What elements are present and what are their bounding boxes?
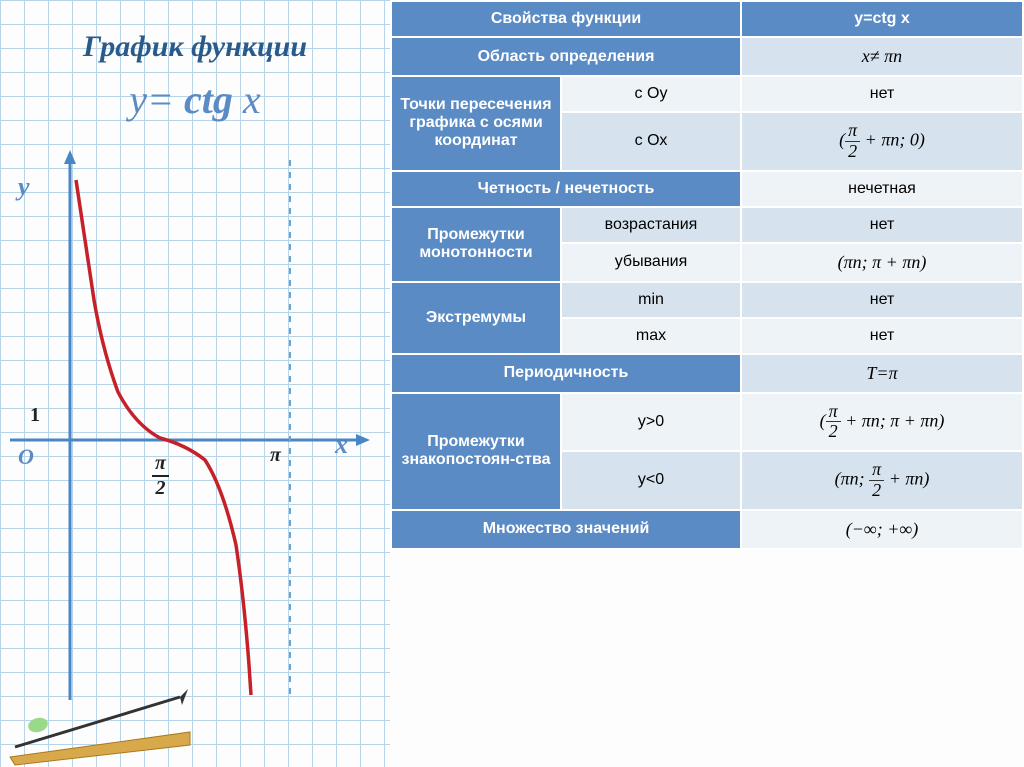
row-ext-h: Экстремумы (391, 282, 561, 354)
row-range-h: Множество значений (391, 510, 741, 549)
y-axis-label: y (18, 172, 30, 202)
row-oy-v: нет (741, 76, 1023, 112)
eq-x: x (243, 77, 261, 122)
tick-one: 1 (30, 404, 40, 427)
graph-equation: y= ctg x (10, 76, 380, 123)
row-sign-neg-v: (πn; π2 + πn) (741, 451, 1023, 510)
origin-label: O (18, 444, 34, 470)
row-domain-v: x≠ πn (741, 37, 1023, 76)
row-sign-neg: y<0 (561, 451, 741, 510)
row-sign-h: Промежутки знакопостоян-ства (391, 393, 561, 510)
row-period-h: Периодичность (391, 354, 741, 393)
row-ext-max-v: нет (741, 318, 1023, 354)
tick-pi-half: π2 (152, 452, 169, 500)
tick-pi: π (270, 444, 281, 467)
row-mono-dec-v: (πn; π + πn) (741, 243, 1023, 282)
row-ox-v: (π2 + πn; 0) (741, 112, 1023, 171)
row-oy-sub: с Оу (561, 76, 741, 112)
row-period-v: T=π (741, 354, 1023, 393)
row-mono-h: Промежутки монотонности (391, 207, 561, 282)
left-panel: График функции y= ctg x y x O 1 π2 π (0, 0, 390, 767)
row-ext-max: max (561, 318, 741, 354)
x-axis-label: x (335, 430, 348, 460)
row-mono-inc-v: нет (741, 207, 1023, 243)
row-mono-inc: возрастания (561, 207, 741, 243)
properties-table: Свойства функции y=ctg x Область определ… (390, 0, 1024, 550)
row-parity-h: Четность / нечетность (391, 171, 741, 207)
row-parity-v: нечетная (741, 171, 1023, 207)
row-sign-pos: y>0 (561, 393, 741, 452)
row-intercepts-h: Точки пересечения графика с осями коорди… (391, 76, 561, 171)
cotangent-graph (0, 140, 390, 700)
th-fn: y=ctg x (741, 1, 1023, 37)
tools-icon (0, 677, 200, 767)
graph-title: График функции (10, 30, 380, 64)
row-mono-dec: убывания (561, 243, 741, 282)
properties-table-panel: Свойства функции y=ctg x Область определ… (390, 0, 1024, 767)
row-ext-min-v: нет (741, 282, 1023, 318)
eq-y: y= (129, 77, 174, 122)
row-range-v: (−∞; +∞) (741, 510, 1023, 549)
row-ox-sub: с Ох (561, 112, 741, 171)
eq-fn: ctg (184, 77, 233, 122)
row-sign-pos-v: (π2 + πn; π + πn) (741, 393, 1023, 452)
row-domain-h: Область определения (391, 37, 741, 76)
th-props: Свойства функции (391, 1, 741, 37)
row-ext-min: min (561, 282, 741, 318)
